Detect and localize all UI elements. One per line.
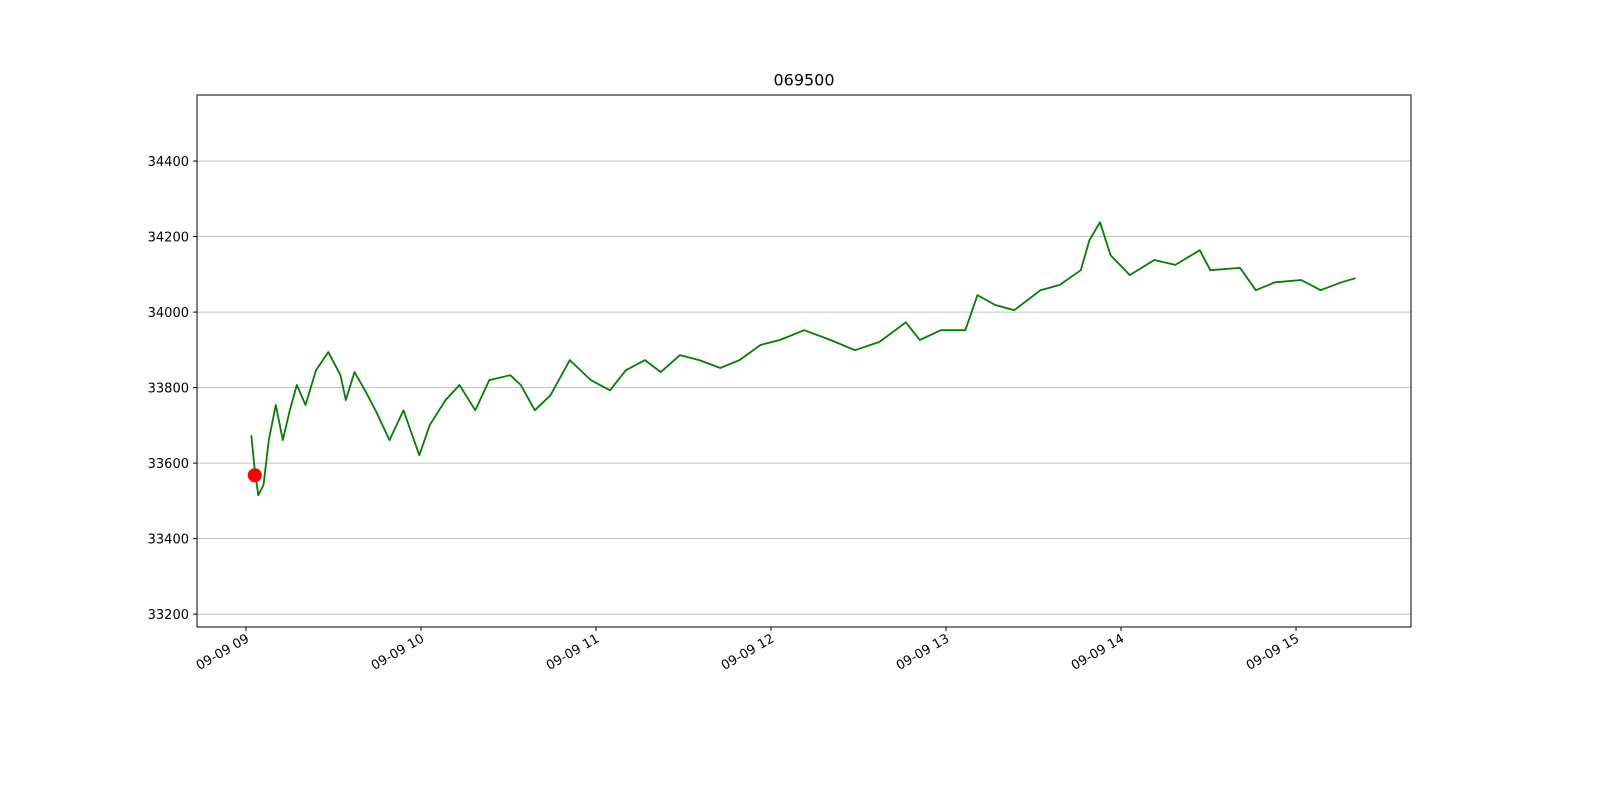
marker-point: [247, 468, 262, 483]
price-line: [250, 221, 1356, 497]
y-tick-label: 34400: [148, 155, 189, 170]
axes-frame: [196, 94, 1412, 628]
y-tick-label: 33400: [148, 533, 189, 548]
chart-title: 069500: [773, 71, 834, 90]
y-tick-label: 34200: [148, 231, 189, 246]
y-tick-label: 33200: [148, 608, 189, 623]
y-tick-label: 34000: [148, 306, 189, 321]
y-tick-label: 33600: [148, 457, 189, 472]
y-tick-label: 33800: [148, 382, 189, 397]
